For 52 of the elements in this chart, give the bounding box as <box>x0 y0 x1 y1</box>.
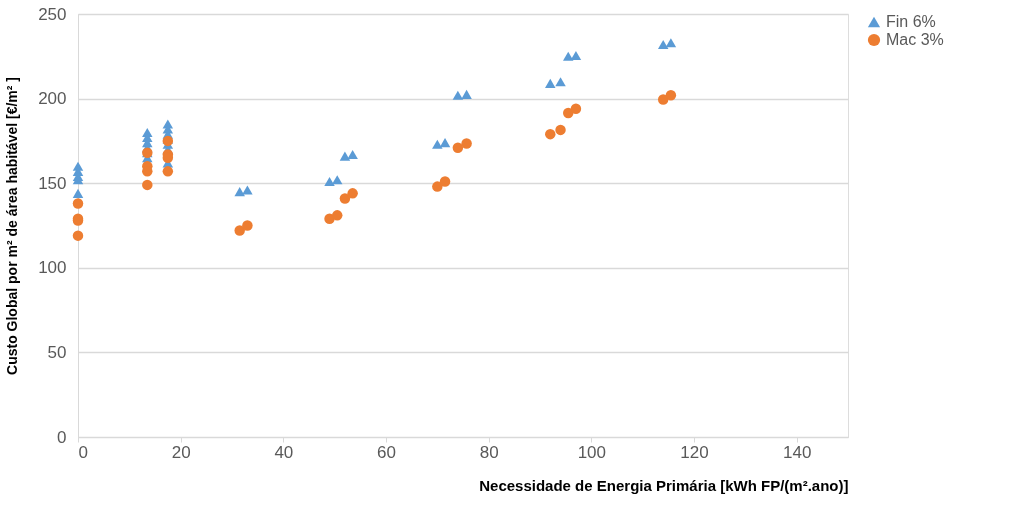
point <box>665 38 677 48</box>
point <box>142 179 153 191</box>
point <box>162 166 174 177</box>
point <box>234 187 245 197</box>
point <box>324 176 335 187</box>
x-tick-label: 100 <box>577 442 607 462</box>
point <box>439 176 451 187</box>
x-tick-label: 140 <box>782 442 812 462</box>
point <box>461 89 472 99</box>
x-tick-label: 20 <box>171 442 191 462</box>
legend-label: Mac 3% <box>886 31 944 48</box>
point <box>339 193 351 204</box>
point <box>562 107 574 119</box>
x-tick-label: 80 <box>479 442 499 462</box>
point <box>234 225 245 236</box>
point <box>570 103 582 114</box>
point <box>331 210 343 221</box>
point <box>562 51 574 61</box>
point <box>555 77 566 87</box>
y-tick-label: 100 <box>38 258 67 278</box>
point <box>242 185 253 195</box>
point <box>665 89 677 101</box>
y-tick-label: 150 <box>38 173 67 193</box>
point <box>657 94 669 105</box>
point <box>432 181 443 192</box>
point <box>555 124 566 136</box>
x-axis-title: Necessidade de Energia Primária [kWh FP/(m².ano)] <box>479 476 849 494</box>
point <box>339 151 351 161</box>
y-tick-label: 50 <box>47 342 67 362</box>
x-tick-label: 0 <box>78 442 88 462</box>
point <box>432 139 443 149</box>
y-tick-label: 200 <box>38 89 67 109</box>
point <box>452 90 464 100</box>
x-tick-label: 40 <box>274 442 294 462</box>
point <box>545 78 556 88</box>
x-tick-label: 60 <box>377 442 396 462</box>
point <box>461 138 472 149</box>
x-tick-label: 120 <box>680 442 709 462</box>
y-tick-label: 0 <box>57 427 67 447</box>
point <box>242 220 253 231</box>
point <box>72 198 84 209</box>
point <box>347 188 358 199</box>
point <box>439 138 451 148</box>
point <box>72 188 84 198</box>
point <box>347 149 358 159</box>
point <box>545 128 556 140</box>
point <box>657 39 669 49</box>
y-tick-label: 250 <box>38 4 67 24</box>
point <box>72 230 84 241</box>
point <box>452 142 464 153</box>
legend-label: Fin 6% <box>886 13 936 30</box>
y-axis-title: Custo Global por m² de área habitável [€/m² ] <box>4 77 21 375</box>
